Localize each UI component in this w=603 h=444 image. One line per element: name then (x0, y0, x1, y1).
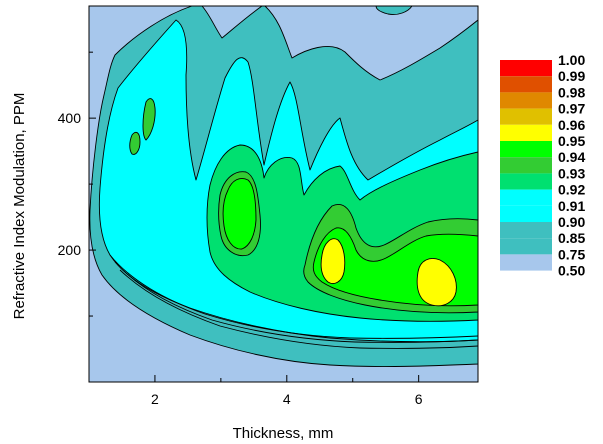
legend-label: 0.94 (558, 149, 585, 165)
contour-peak-091-small-2 (129, 131, 141, 155)
x-tick-label: 2 (151, 391, 159, 407)
legend-label: 0.50 (558, 263, 585, 279)
contour-peak-096-2 (416, 258, 457, 307)
legend-label: 0.95 (558, 133, 585, 149)
x-tick-label: 4 (283, 391, 291, 407)
y-axis-title: Refractive Index Modulation, PPM (11, 93, 28, 320)
legend-swatch (500, 222, 552, 239)
legend-swatch (500, 60, 552, 77)
legend-label: 0.96 (558, 117, 585, 133)
legend-swatch (500, 173, 552, 190)
contour-line-1 (109, 254, 478, 339)
contour-band-085-blob (375, 6, 413, 15)
x-axis: 2 4 6 (88, 375, 423, 407)
legend-swatch (500, 92, 552, 109)
x-tick-label: 6 (415, 391, 423, 407)
legend-label: 0.98 (558, 84, 585, 100)
legend-swatch (500, 254, 552, 271)
x-axis-title: Thickness, mm (233, 425, 334, 442)
legend-swatch (500, 238, 552, 255)
y-tick-label: 200 (58, 242, 82, 258)
legend-swatch (500, 157, 552, 174)
legend-label: 0.85 (558, 230, 585, 246)
legend-swatch (500, 76, 552, 93)
legend-swatch (500, 205, 552, 222)
legend-label: 0.97 (558, 101, 585, 117)
contour-line-3 (119, 269, 478, 349)
contour-line-2 (114, 261, 478, 343)
legend-label: 0.75 (558, 246, 585, 262)
legend: 1.000.990.980.970.960.950.940.930.920.91… (500, 52, 585, 279)
contour-peak-096 (320, 238, 346, 284)
legend-label: 1.00 (558, 52, 585, 68)
legend-swatch (500, 124, 552, 141)
contour-peak-095 (222, 178, 478, 307)
legend-label: 0.92 (558, 182, 585, 198)
legend-label: 0.90 (558, 214, 585, 230)
y-tick-label: 400 (58, 110, 82, 126)
legend-label: 0.93 (558, 165, 585, 181)
legend-swatch (500, 141, 552, 158)
plot-frame (88, 5, 479, 383)
y-axis: 200 400 (58, 51, 96, 317)
legend-swatch (500, 108, 552, 125)
contour-peak-091-small (142, 98, 156, 141)
legend-label: 0.91 (558, 198, 585, 214)
legend-swatch (500, 189, 552, 206)
legend-label: 0.99 (558, 68, 585, 84)
